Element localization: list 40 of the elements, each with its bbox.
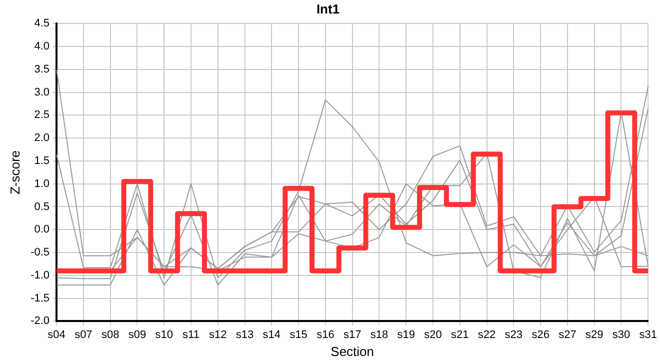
y-tick-label: 1.0 (34, 178, 50, 190)
y-tick-label: -1.0 (30, 269, 50, 282)
x-tick-label: s31 (639, 328, 658, 341)
x-tick-label: s11 (182, 328, 200, 341)
x-tick-label: s09 (128, 328, 146, 341)
x-tick-label: s30 (612, 328, 630, 341)
y-axis-title: Z-score (7, 150, 22, 194)
x-tick-label: s26 (532, 328, 550, 341)
x-tick-label: s13 (236, 328, 254, 341)
x-tick-label: s14 (262, 328, 281, 341)
x-tick-label: s22 (478, 328, 496, 341)
x-tick-label: s17 (343, 328, 362, 341)
chart-title: Int1 (316, 1, 340, 16)
y-tick-label: 0.5 (34, 200, 50, 213)
x-tick-label: s16 (316, 328, 334, 341)
x-tick-label: s10 (155, 328, 173, 341)
x-tick-label: s15 (290, 328, 308, 341)
x-tick-label: s07 (74, 328, 92, 341)
x-tick-label: s29 (585, 328, 604, 341)
y-tick-label: 4.5 (34, 18, 50, 30)
y-tick-label: 3.5 (34, 63, 50, 76)
y-tick-label: -1.5 (30, 292, 50, 304)
y-tick-label: 4.0 (34, 40, 50, 53)
x-tick-label: s21 (451, 328, 469, 341)
x-tick-label: s04 (48, 328, 66, 341)
x-tick-label: s27 (558, 328, 576, 341)
x-tick-label: s19 (397, 328, 415, 341)
y-tick-label: 2.0 (34, 132, 50, 144)
y-tick-label: -0.5 (30, 246, 50, 259)
x-axis-title: Section (330, 344, 374, 359)
x-tick-label: s20 (424, 328, 442, 341)
x-tick-label: s12 (209, 328, 227, 341)
y-tick-label: 1.5 (34, 154, 50, 167)
x-tick-label: s18 (370, 328, 388, 341)
x-tick-label: s23 (504, 328, 523, 341)
y-tick-label: 3.0 (34, 86, 50, 98)
y-tick-label: 2.5 (34, 109, 50, 122)
y-tick-label: -2.0 (30, 315, 50, 328)
y-tick-label: 0.0 (34, 224, 50, 236)
x-tick-label: s08 (101, 328, 120, 341)
